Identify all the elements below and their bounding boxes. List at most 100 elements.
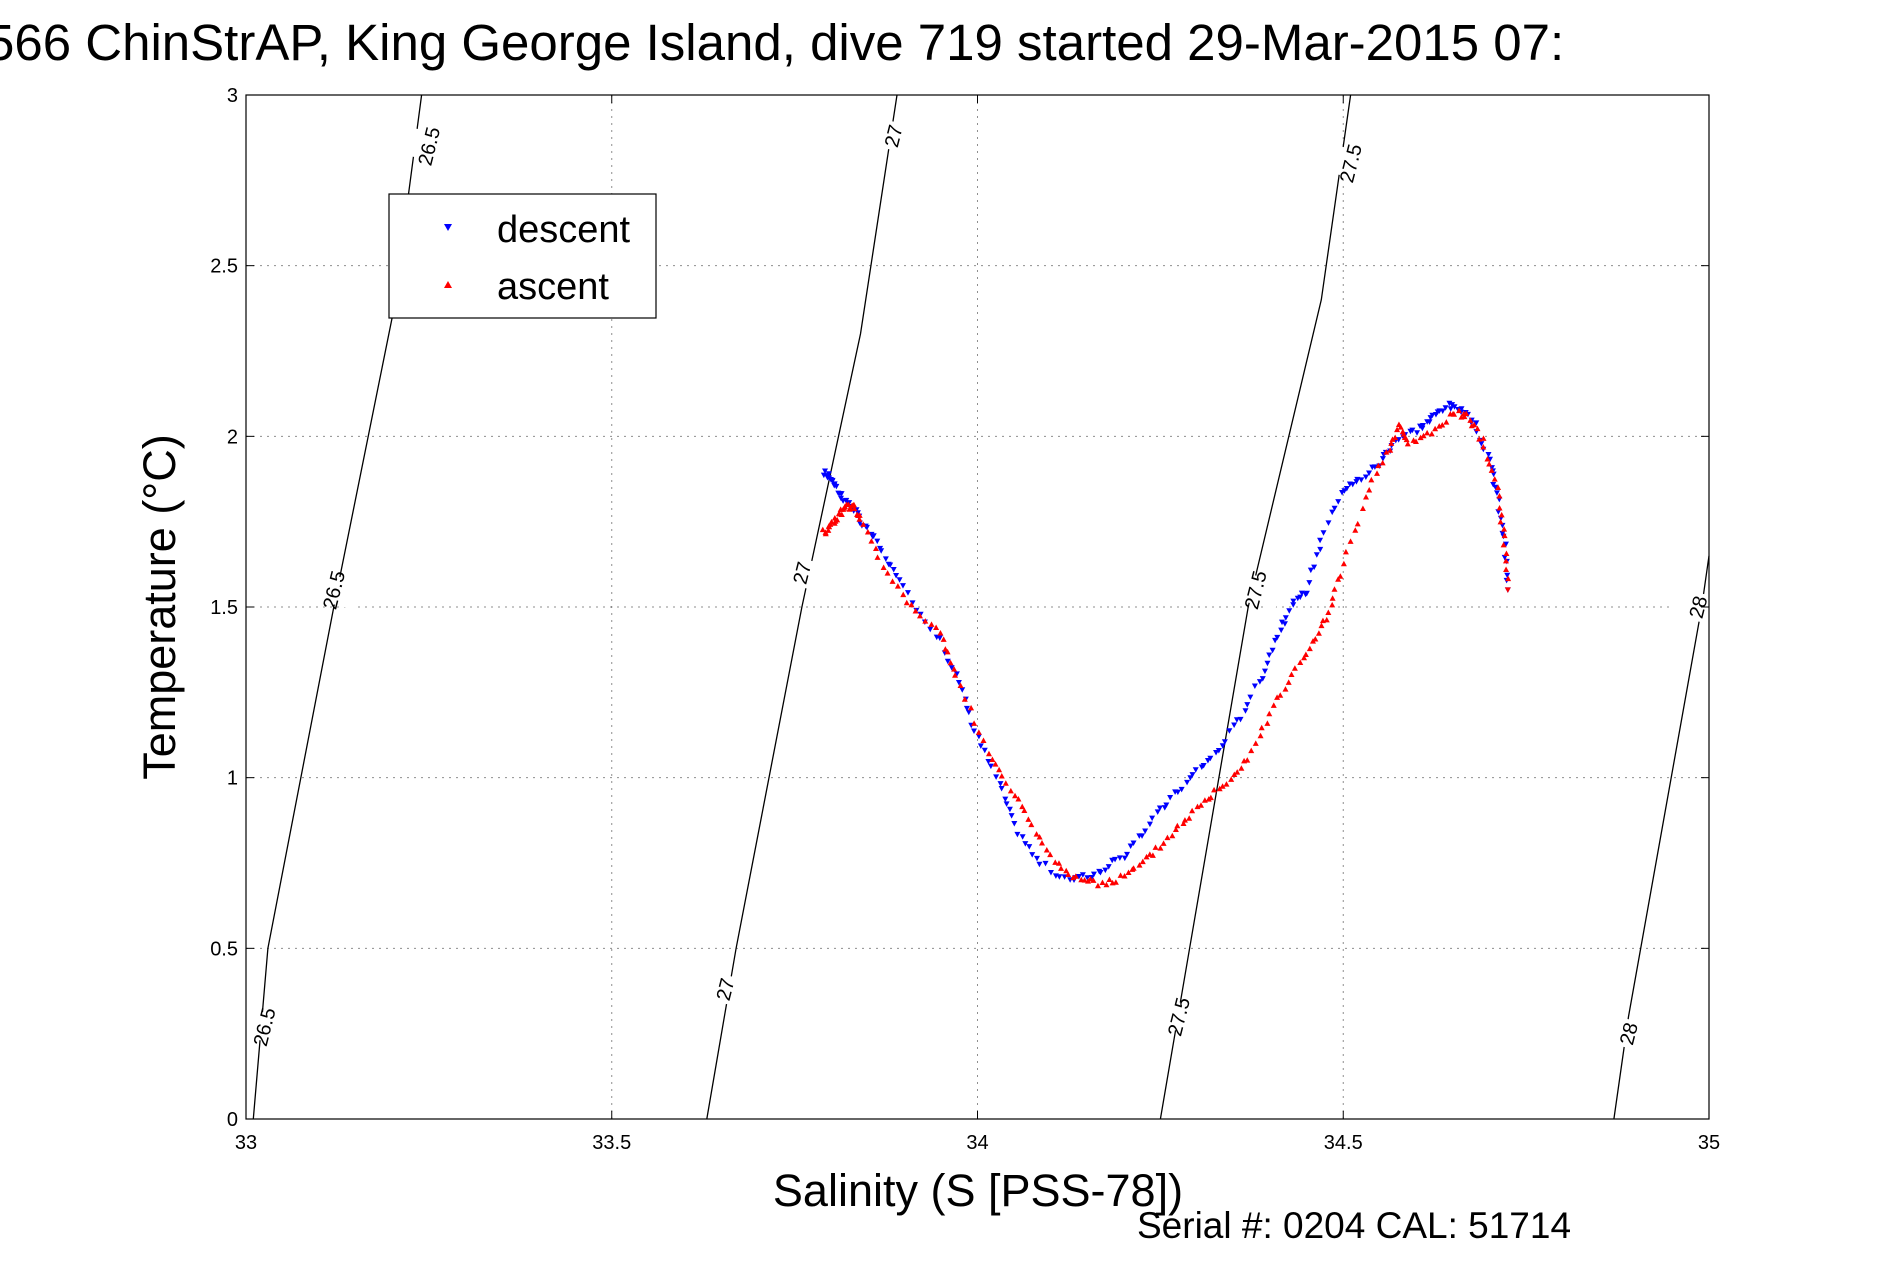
ascent-point	[1149, 852, 1156, 858]
ascent-point	[1180, 820, 1187, 827]
descent-point	[1313, 552, 1320, 558]
contour-label: 27	[790, 560, 817, 587]
isopycnal-27	[706, 94, 898, 1120]
ascent-point	[1501, 526, 1508, 532]
descent-point	[1042, 860, 1049, 867]
ascent-point	[1315, 630, 1322, 636]
ascent-point	[957, 682, 964, 688]
descent-point	[1290, 598, 1297, 605]
ascent-point	[1354, 520, 1361, 527]
ascent-point	[1412, 438, 1419, 444]
ascent-point	[1443, 419, 1450, 425]
contour-label-bg	[1671, 587, 1725, 627]
descent-point	[896, 577, 903, 583]
descent-point	[1056, 874, 1063, 880]
y-tick-label: 0.5	[210, 938, 238, 960]
descent-point	[899, 583, 906, 589]
descent-point	[953, 671, 960, 677]
ascent-point	[1484, 455, 1491, 462]
ascent-point	[1244, 757, 1251, 763]
ascent-point	[980, 737, 987, 743]
descent-point	[1282, 615, 1289, 621]
descent-point	[1492, 484, 1499, 491]
ascent-point	[985, 750, 992, 757]
ascent-point	[1463, 410, 1470, 416]
descent-point	[1184, 779, 1191, 786]
series-ascent	[819, 407, 1512, 889]
ascent-point	[819, 526, 826, 533]
descent-point	[1011, 821, 1018, 827]
descent-point	[1142, 828, 1149, 835]
ascent-point	[1106, 876, 1113, 882]
ascent-point	[1130, 865, 1137, 871]
descent-point	[1075, 873, 1082, 880]
ascent-point	[1394, 426, 1401, 433]
ascent-point	[1143, 853, 1150, 860]
descent-point	[829, 477, 836, 484]
descent-point	[1237, 716, 1244, 723]
ascent-point	[912, 608, 919, 614]
descent-point	[1026, 844, 1033, 850]
descent-point	[1286, 608, 1293, 614]
descent-point	[1163, 802, 1170, 809]
ascent-point	[1374, 470, 1381, 476]
ascent-point	[1503, 550, 1510, 556]
ascent-point	[1318, 622, 1325, 629]
ascent-point	[1291, 665, 1298, 671]
y-tick-label: 1.5	[210, 597, 238, 619]
ascent-point	[1471, 421, 1478, 428]
descent-point	[997, 781, 1004, 787]
ascent-point	[1495, 484, 1502, 490]
descent-point	[878, 548, 885, 554]
ascent-point	[1157, 845, 1164, 851]
descent-point	[1317, 546, 1324, 553]
ascent-point	[1342, 548, 1349, 555]
ascent-point	[916, 612, 923, 619]
x-tick-label: 34.5	[1324, 1132, 1363, 1154]
ascent-point	[1007, 787, 1014, 794]
descent-point	[1419, 423, 1426, 429]
descent-point	[1358, 477, 1365, 483]
ascent-point	[1461, 413, 1468, 420]
ascent-point	[937, 630, 944, 636]
ascent-point	[922, 618, 929, 624]
descent-point	[1242, 708, 1249, 714]
y-tick-label: 2.5	[210, 256, 238, 278]
ascent-point	[1228, 776, 1235, 782]
data-series	[819, 400, 1512, 889]
ascent-point	[1496, 492, 1503, 499]
descent-point	[1261, 668, 1268, 675]
ascent-point	[1043, 846, 1050, 853]
ascent-point	[822, 529, 829, 535]
descent-point	[1213, 749, 1220, 756]
ascent-point	[1288, 671, 1295, 677]
ascent-point	[1174, 822, 1181, 829]
ascent-point	[1337, 573, 1344, 579]
descent-point	[1105, 864, 1112, 870]
ascent-point	[1231, 771, 1238, 778]
descent-point	[1036, 861, 1043, 868]
ascent-point	[1383, 449, 1390, 455]
descent-point	[1311, 564, 1318, 571]
descent-point	[1187, 775, 1194, 781]
ascent-point	[1352, 527, 1359, 533]
ascent-point	[834, 516, 841, 523]
isopycnal-28	[1613, 555, 1710, 1120]
descent-point	[985, 758, 992, 765]
descent-point	[1207, 755, 1214, 762]
descent-point	[1233, 717, 1240, 723]
ascent-point	[1002, 780, 1009, 786]
descent-point	[1490, 471, 1497, 478]
descent-point	[1029, 852, 1036, 858]
ascent-point	[1169, 832, 1176, 839]
descent-point	[1429, 412, 1436, 419]
ascent-point	[1266, 710, 1273, 717]
descent-point	[1047, 870, 1054, 876]
descent-point	[1178, 786, 1185, 793]
descent-point	[1502, 541, 1509, 548]
descent-point	[1306, 580, 1313, 586]
ascent-point	[1397, 424, 1404, 430]
contour-label-bg	[237, 1007, 291, 1047]
ascent-point	[1252, 740, 1259, 746]
